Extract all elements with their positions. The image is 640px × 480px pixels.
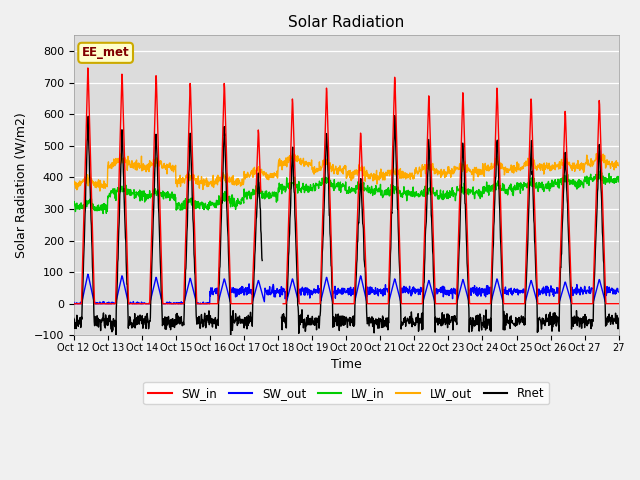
LW_out	[156, 161, 163, 167]
LW_out	[609, 159, 616, 165]
SW_out	[156, 288, 163, 294]
LW_in	[70, 203, 77, 209]
LW_out	[70, 178, 77, 184]
Line: Rnet: Rnet	[74, 116, 619, 340]
LW_out	[556, 161, 563, 167]
LW_in	[555, 183, 563, 189]
LW_out	[96, 188, 104, 194]
LW_out	[476, 167, 483, 172]
SW_out	[84, 271, 92, 277]
Rnet	[322, 151, 330, 157]
Rnet	[475, 319, 483, 324]
SW_in	[555, 301, 563, 307]
SW_out	[615, 289, 623, 295]
Legend: SW_in, SW_out, LW_in, LW_out, Rnet: SW_in, SW_out, LW_in, LW_out, Rnet	[143, 382, 549, 404]
SW_in	[322, 109, 330, 115]
Y-axis label: Solar Radiation (W/m2): Solar Radiation (W/m2)	[15, 112, 28, 258]
Line: SW_out: SW_out	[74, 274, 619, 304]
SW_out	[323, 276, 330, 282]
SW_in	[475, 301, 483, 307]
LW_in	[595, 168, 603, 174]
LW_in	[99, 211, 107, 216]
SW_out	[476, 289, 483, 295]
LW_out	[117, 151, 125, 156]
SW_out	[70, 301, 78, 307]
Title: Solar Radiation: Solar Radiation	[288, 15, 404, 30]
Rnet	[608, 312, 616, 318]
SW_in	[332, 301, 340, 307]
SW_in	[155, 167, 163, 172]
Line: LW_in: LW_in	[74, 171, 619, 214]
LW_in	[615, 179, 623, 185]
X-axis label: Time: Time	[331, 359, 362, 372]
Rnet	[555, 324, 563, 329]
LW_in	[156, 191, 163, 197]
Rnet	[615, 319, 623, 324]
SW_in	[615, 301, 623, 307]
Rnet	[155, 211, 163, 216]
Line: SW_in: SW_in	[74, 68, 619, 304]
Text: EE_met: EE_met	[82, 47, 129, 60]
LW_out	[615, 163, 623, 168]
Line: LW_out: LW_out	[74, 154, 619, 191]
SW_out	[333, 288, 340, 294]
LW_in	[322, 174, 330, 180]
LW_out	[323, 161, 330, 167]
SW_out	[556, 288, 563, 293]
Rnet	[70, 315, 77, 321]
SW_in	[70, 301, 77, 307]
Rnet	[332, 316, 340, 322]
SW_out	[70, 299, 77, 305]
SW_in	[608, 301, 616, 307]
LW_out	[333, 166, 340, 172]
LW_in	[475, 187, 483, 192]
LW_in	[609, 180, 616, 185]
LW_in	[332, 183, 340, 189]
SW_out	[609, 288, 616, 294]
